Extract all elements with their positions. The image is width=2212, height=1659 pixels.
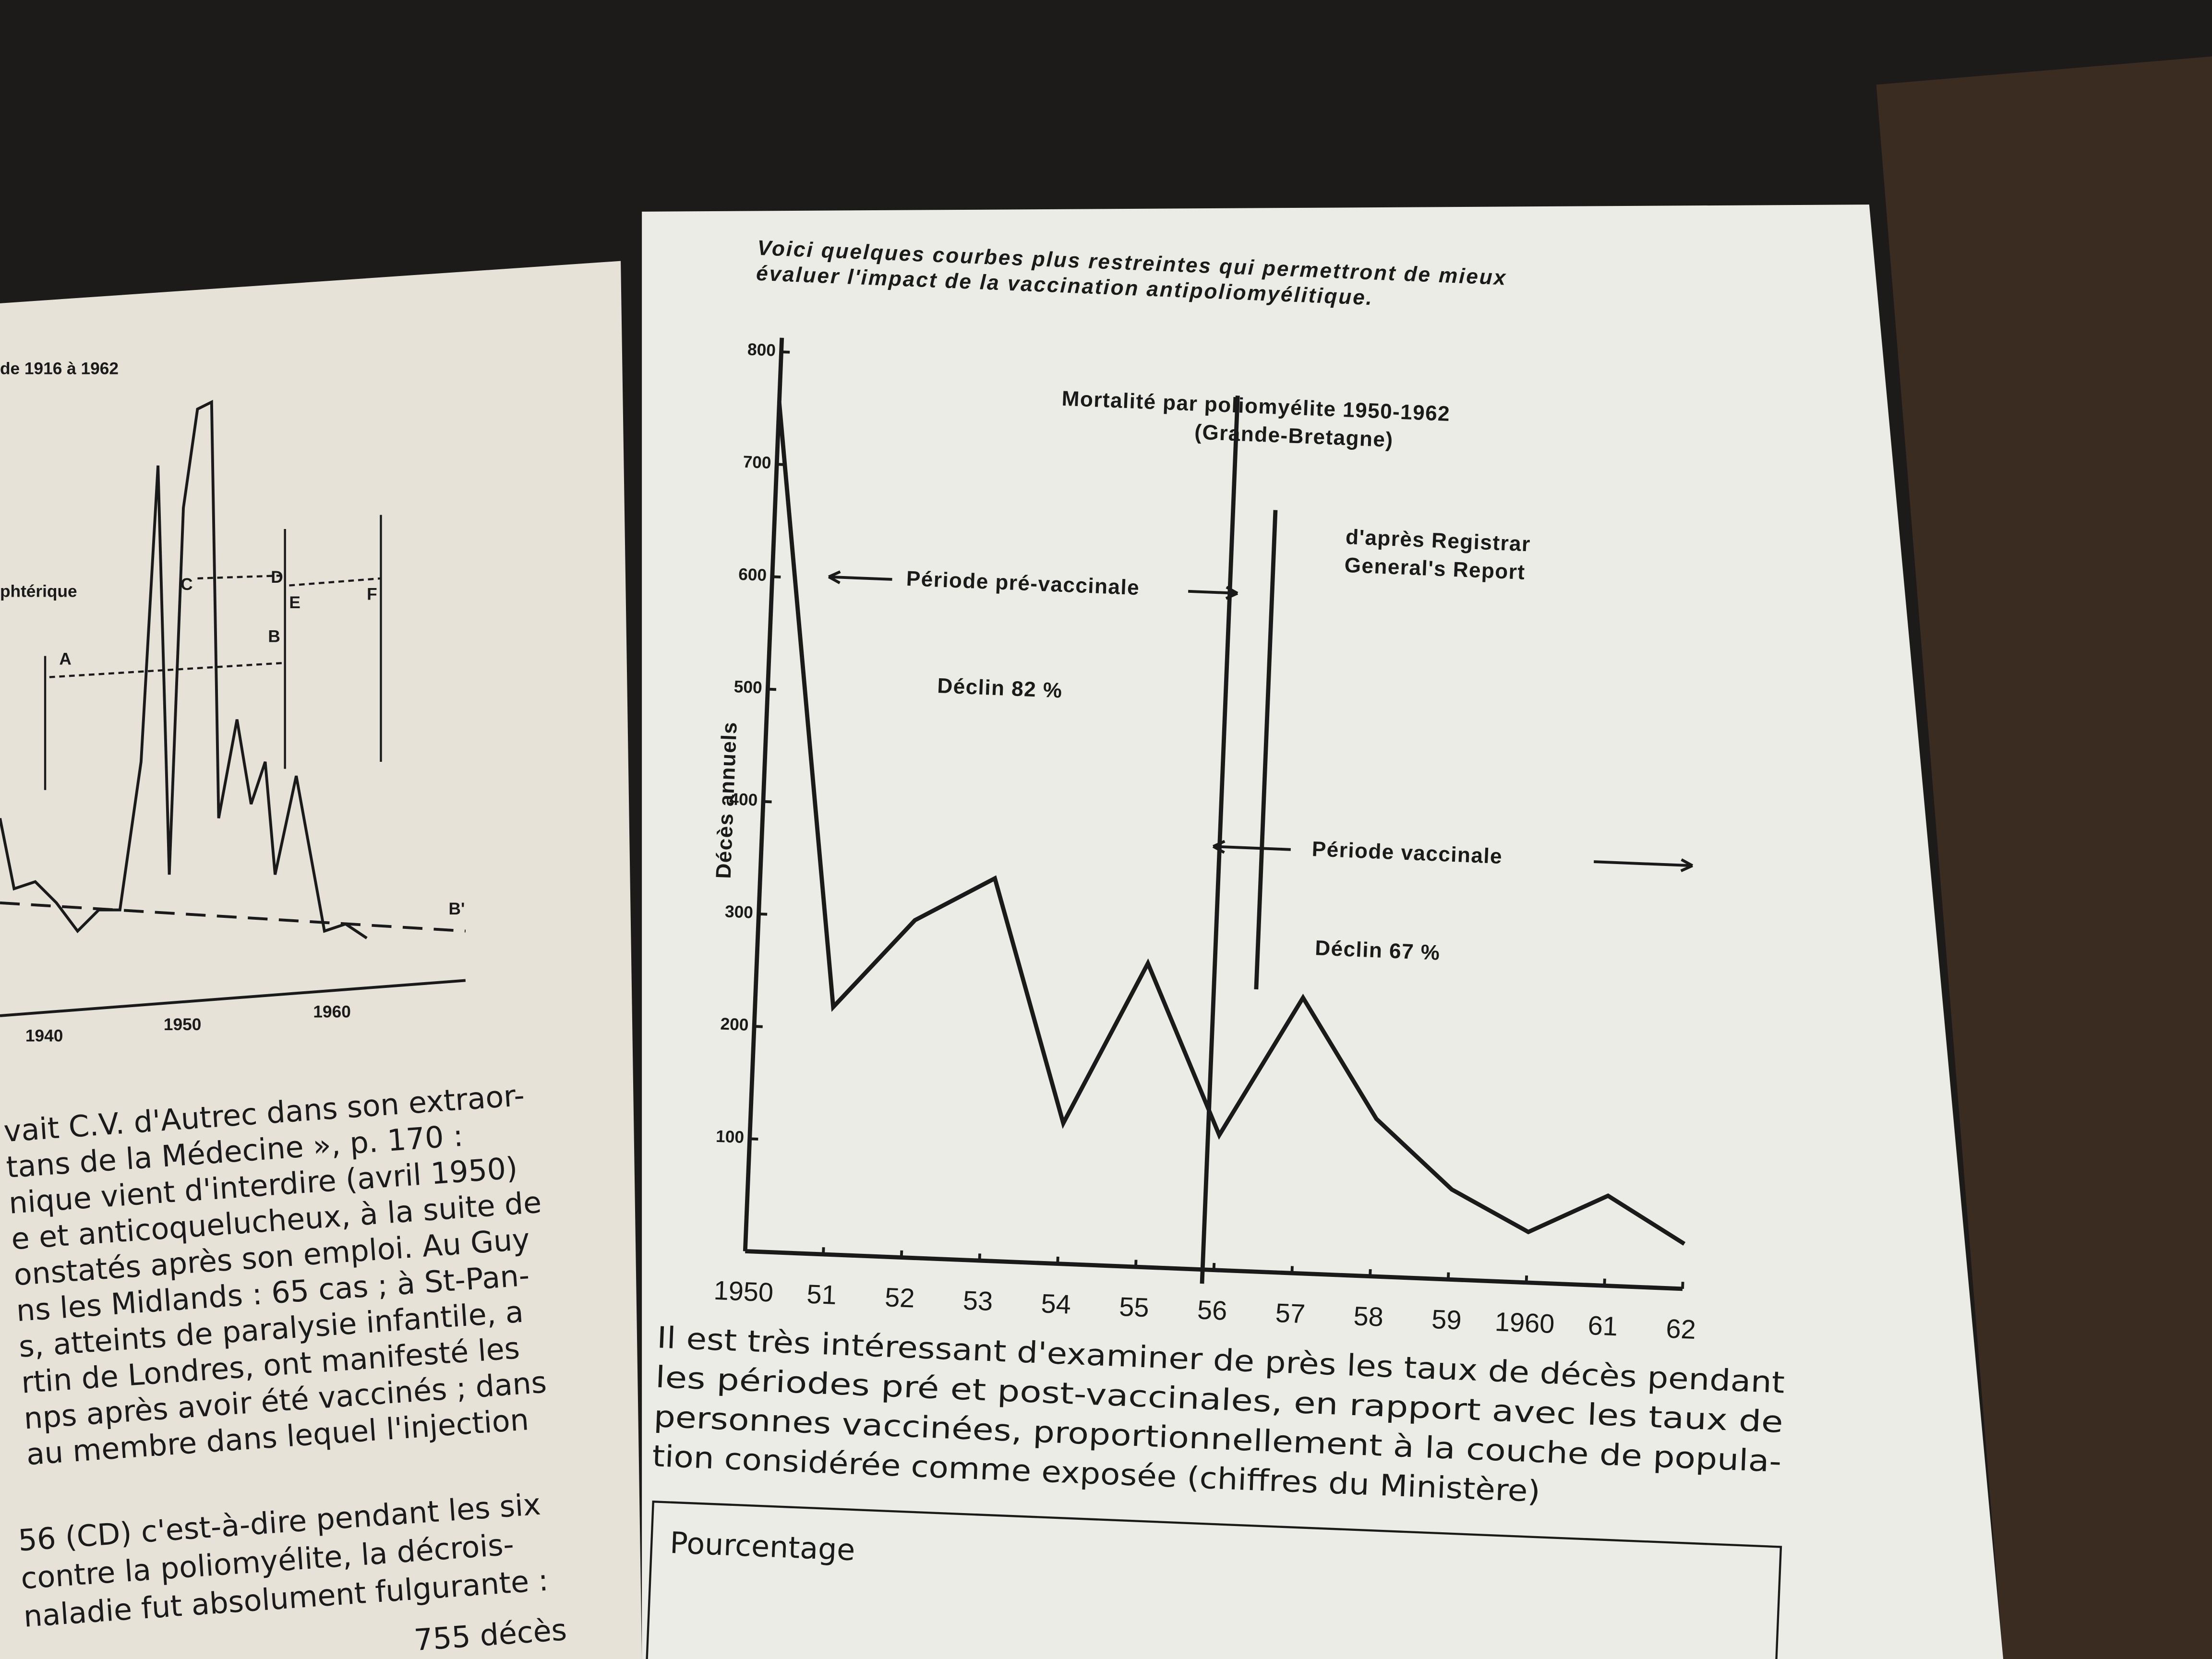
left-chart-label: phtérique — [0, 582, 77, 601]
left-arrow — [289, 577, 381, 587]
left-chart-label: B — [268, 627, 280, 646]
left-chart-label: A — [59, 650, 71, 669]
left-chart-curve — [0, 399, 368, 939]
y-tick-label: 400 — [729, 790, 758, 809]
x-tick — [1446, 1272, 1450, 1280]
period-arrow — [1680, 858, 1694, 872]
x-tick — [822, 1247, 825, 1255]
x-tick — [978, 1253, 982, 1261]
period-arrow — [1212, 840, 1226, 854]
x-tick-label: 57 — [1275, 1298, 1306, 1329]
y-tick-label: 800 — [747, 340, 776, 360]
y-tick — [754, 1025, 763, 1028]
wood-table — [1876, 56, 2212, 1659]
annotation: Déclin 67 % — [1314, 936, 1441, 964]
x-tick-label: 55 — [1118, 1291, 1150, 1322]
x-tick-label: 1950 — [713, 1275, 774, 1308]
left-arrow — [197, 574, 282, 580]
period-arrow — [829, 575, 892, 581]
y-tick-label: 600 — [738, 565, 767, 585]
left-dashed-line — [0, 901, 466, 933]
x-tick-label: 56 — [1197, 1294, 1228, 1325]
y-tick — [768, 687, 777, 691]
x-tick-label: 62 — [1665, 1313, 1696, 1345]
left-x-label: 1950 — [164, 1015, 201, 1034]
left-x-label: 1960 — [313, 1002, 350, 1021]
period-arrow — [1188, 589, 1238, 595]
x-tick-label: 52 — [884, 1282, 915, 1313]
x-tick-label: 59 — [1431, 1304, 1462, 1335]
period-arrow — [1213, 845, 1291, 851]
table-border — [645, 1500, 1782, 1659]
annotation: Déclin 82 % — [937, 674, 1063, 702]
y-axis — [743, 337, 784, 1251]
x-tick — [1603, 1278, 1606, 1286]
table-caption: Pourcentage — [669, 1526, 856, 1567]
right-page — [642, 204, 2004, 1659]
x-tick-label: 1960 — [1494, 1306, 1555, 1339]
y-tick-label: 300 — [724, 902, 753, 922]
period-arrow — [828, 570, 841, 584]
left-x-label: 1940 — [25, 1026, 63, 1045]
left-chart-label: D — [271, 568, 283, 587]
x-tick-label: 61 — [1587, 1310, 1619, 1341]
left-axis — [0, 979, 466, 1017]
period-arrow — [1594, 860, 1693, 867]
x-tick-label: 58 — [1353, 1300, 1384, 1332]
left-page — [0, 261, 642, 1659]
left-chart-label: F — [367, 585, 377, 603]
period-divider — [1254, 510, 1278, 990]
y-tick-label: 500 — [733, 677, 762, 697]
data-line — [777, 402, 1686, 1246]
period-arrow — [1225, 586, 1238, 600]
left-text: vait C.V. d'Autrec dans son extraor-tans… — [2, 1078, 568, 1658]
left-header: de 1916 à 1962 — [0, 359, 119, 378]
left-chart-label: C — [180, 575, 192, 594]
left-page-content: de 1916 à 1962 phtérique A B C DE F B' 1940 1950 1… — [0, 359, 568, 1658]
x-tick-label: 51 — [806, 1279, 837, 1310]
y-tick-label: 100 — [715, 1127, 744, 1147]
left-chart-label: B' — [449, 900, 465, 918]
period-divider — [1200, 395, 1240, 1284]
y-tick-label: 700 — [743, 453, 771, 472]
y-tick-label: 200 — [720, 1015, 749, 1034]
x-tick-label: 53 — [962, 1285, 994, 1316]
left-chart-label: E — [289, 593, 301, 612]
x-tick-label: 54 — [1041, 1288, 1072, 1319]
